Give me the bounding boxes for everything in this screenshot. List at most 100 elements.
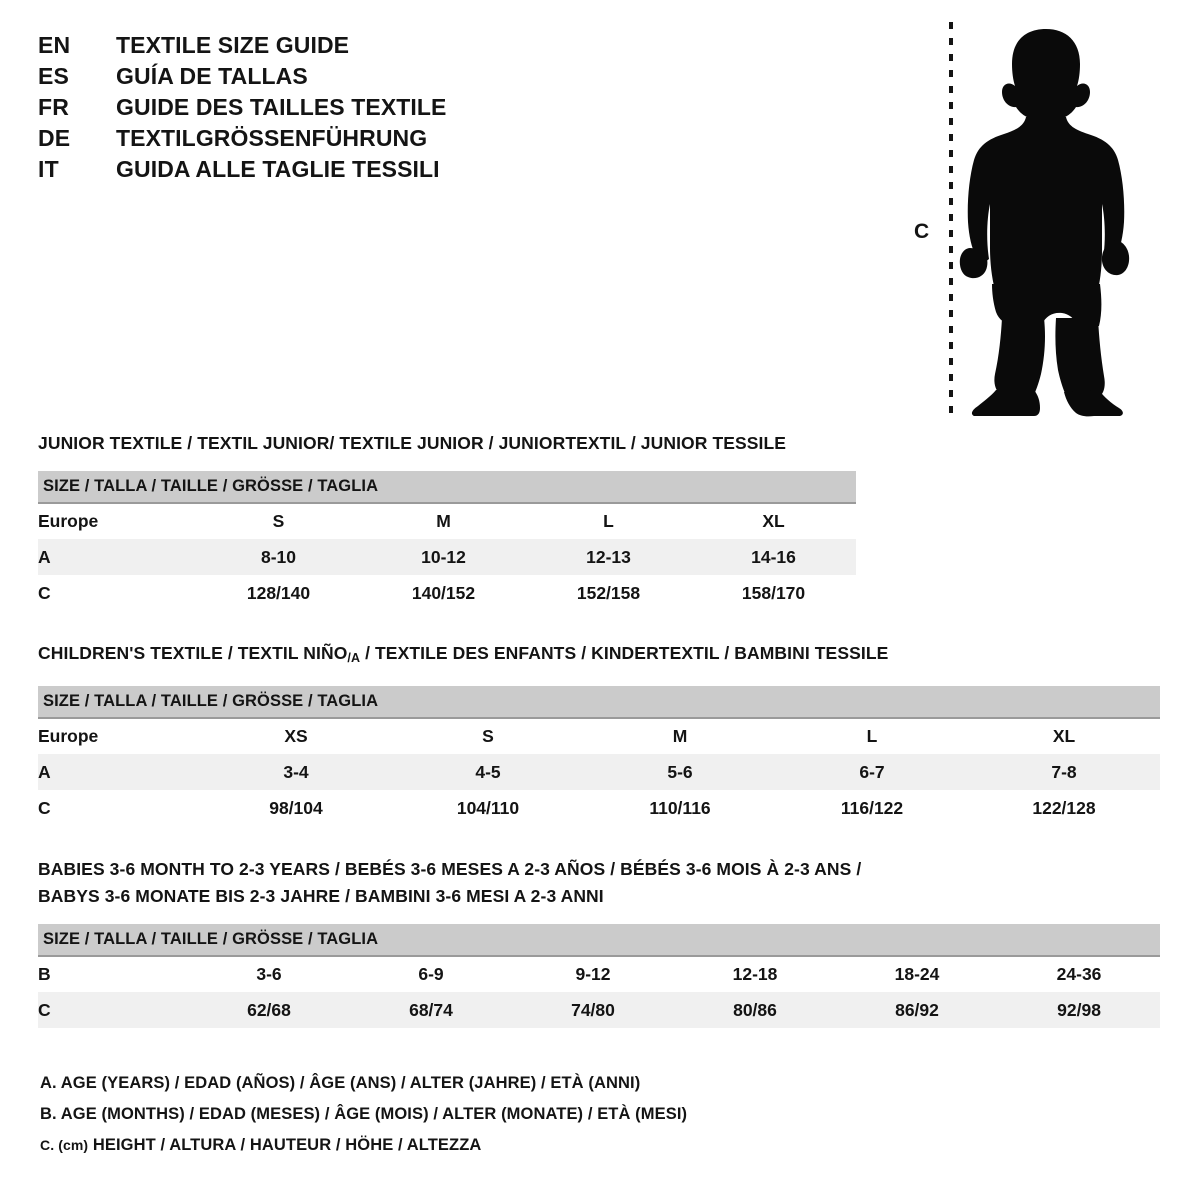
toddler-silhouette-icon [959,29,1130,417]
section-title-line-1: BABIES 3-6 MONTH TO 2-3 YEARS / BEBÉS 3-… [38,859,862,879]
section-junior-textile: JUNIOR TEXTILE / TEXTIL JUNIOR/ TEXTILE … [38,430,857,611]
row-label: B [38,964,51,984]
section-babies-textile: BABIES 3-6 MONTH TO 2-3 YEARS / BEBÉS 3-… [38,856,1161,1028]
table-cell: 8-10 [196,539,361,575]
table-cell: M [672,726,688,746]
table-cell: S [482,726,494,746]
table-cell: 122/128 [1032,797,1096,818]
table-cell: XL [762,511,785,531]
height-marker-label: C [914,220,930,243]
table-cell: 74/80 [512,992,674,1028]
table-cell: 18-24 [894,964,940,984]
table-cell: 7-8 [968,754,1160,790]
table-cell: 6-7 [776,754,968,790]
table-cell: 116/122 [840,797,904,818]
table-row: A 3-4 4-5 5-6 6-7 7-8 [38,754,1160,790]
legend-line-b: B. AGE (MONTHS) / EDAD (MESES) / ÂGE (MO… [40,1105,688,1123]
table-header-bar: SIZE / TALLA / TAILLE / GRÖSSE / TAGLIA [38,924,1161,957]
table-cell: 92/98 [998,992,1161,1028]
table-cell: 104/110 [456,797,520,818]
table-row: Europe S M L XL [38,503,856,539]
language-title-block: EN TEXTILE SIZE GUIDE ES GUÍA DE TALLAS … [38,32,598,187]
section-title: CHILDREN'S TEXTILE / TEXTIL NIÑO/A / TEX… [38,640,1160,672]
language-row-de: DE TEXTILGRÖSSENFÜHRUNG [38,125,598,156]
babies-size-table: SIZE / TALLA / TAILLE / GRÖSSE / TAGLIA … [38,924,1161,1028]
table-cell: 3-4 [200,754,392,790]
legend-unit: C. (cm) [40,1137,89,1153]
table-header-bar: SIZE / TALLA / TAILLE / GRÖSSE / TAGLIA [38,686,1160,719]
table-cell: XS [284,726,308,746]
table-cell: 80/86 [674,992,836,1028]
height-reference-dashed-line-icon [949,22,953,422]
language-code: ES [38,63,70,89]
table-cell: M [436,511,451,531]
legend-line-c-text: HEIGHT / ALTURA / HAUTEUR / HÖHE / ALTEZ… [88,1136,482,1154]
table-cell: 140/152 [411,582,476,603]
table-cell: 62/68 [188,992,350,1028]
section-title-line-2: BABYS 3-6 MONATE BIS 2-3 JAHRE / BAMBINI… [38,886,604,906]
table-cell: S [272,511,285,531]
table-header-bar-label: SIZE / TALLA / TAILLE / GRÖSSE / TAGLIA [43,477,379,495]
table-cell: 5-6 [584,754,776,790]
section-title: JUNIOR TEXTILE / TEXTIL JUNIOR/ TEXTILE … [38,433,787,453]
table-cell: 152/158 [576,582,641,603]
language-code: DE [38,125,71,151]
row-label: C [38,582,51,603]
section-title-subscript: /A [347,651,361,665]
table-row: B 3-6 6-9 9-12 12-18 18-24 24-36 [38,956,1160,992]
language-row-fr: FR GUIDE DES TAILLES TEXTILE [38,94,598,125]
language-title: GUIDE DES TAILLES TEXTILE [116,94,447,120]
language-row-es: ES GUÍA DE TALLAS [38,63,598,94]
language-code: IT [38,156,59,182]
row-label: C [38,992,188,1028]
table-cell: 68/74 [350,992,512,1028]
table-cell: 86/92 [836,992,998,1028]
section-title-prefix: CHILDREN'S TEXTILE / TEXTIL NIÑO [38,643,348,663]
row-label: A [38,754,200,790]
table-header-bar-label: SIZE / TALLA / TAILLE / GRÖSSE / TAGLIA [43,930,379,948]
table-cell: 4-5 [392,754,584,790]
row-label: Europe [38,726,99,746]
table-cell: XL [1052,726,1076,746]
row-label: C [38,797,51,818]
table-cell: L [866,726,878,746]
height-illustration: C [900,10,1150,430]
language-row-en: EN TEXTILE SIZE GUIDE [38,32,598,63]
language-code: FR [38,94,70,120]
legend-block: A. AGE (YEARS) / EDAD (AÑOS) / ÂGE (ANS)… [40,1068,940,1161]
language-code: EN [38,32,71,58]
language-title: GUIDA ALLE TAGLIE TESSILI [116,156,440,182]
table-cell: 12-13 [526,539,691,575]
table-cell: 3-6 [256,964,282,984]
table-cell: 110/116 [649,797,711,818]
section-childrens-textile: CHILDREN'S TEXTILE / TEXTIL NIÑO/A / TEX… [38,640,1160,826]
legend-line-a: A. AGE (YEARS) / EDAD (AÑOS) / ÂGE (ANS)… [40,1074,641,1092]
table-header-bar: SIZE / TALLA / TAILLE / GRÖSSE / TAGLIA [38,471,857,504]
table-row: C 62/68 68/74 74/80 80/86 86/92 92/98 [38,992,1161,1028]
table-cell: 158/170 [741,582,806,603]
section-title-suffix: / TEXTILE DES ENFANTS / KINDERTEXTIL / B… [360,643,889,663]
table-cell: 6-9 [418,964,444,984]
table-row: Europe XS S M L XL [38,718,1160,754]
language-title: TEXTILE SIZE GUIDE [116,32,350,58]
table-cell: 12-18 [732,964,778,984]
language-title: GUÍA DE TALLAS [116,63,308,89]
table-cell: 14-16 [691,539,857,575]
table-row: A 8-10 10-12 12-13 14-16 [38,539,857,575]
language-title: TEXTILGRÖSSENFÜHRUNG [116,125,428,151]
table-cell: 24-36 [1056,964,1102,984]
table-header-bar-label: SIZE / TALLA / TAILLE / GRÖSSE / TAGLIA [43,692,379,710]
table-row: C 128/140 140/152 152/158 158/170 [38,575,856,611]
table-row: C 98/104 104/110 110/116 116/122 122/128 [38,790,1160,826]
children-size-table: SIZE / TALLA / TAILLE / GRÖSSE / TAGLIA … [38,686,1160,826]
table-cell: 98/104 [269,797,323,818]
legend-line-c: C. (cm) HEIGHT / ALTURA / HAUTEUR / HÖHE… [40,1130,940,1161]
table-cell: L [603,511,614,531]
language-row-it: IT GUIDA ALLE TAGLIE TESSILI [38,156,598,187]
row-label: Europe [38,511,99,531]
row-label: A [38,539,196,575]
table-cell: 128/140 [246,582,311,603]
table-cell: 10-12 [361,539,526,575]
junior-size-table: SIZE / TALLA / TAILLE / GRÖSSE / TAGLIA … [38,471,857,611]
table-cell: 9-12 [575,964,611,984]
